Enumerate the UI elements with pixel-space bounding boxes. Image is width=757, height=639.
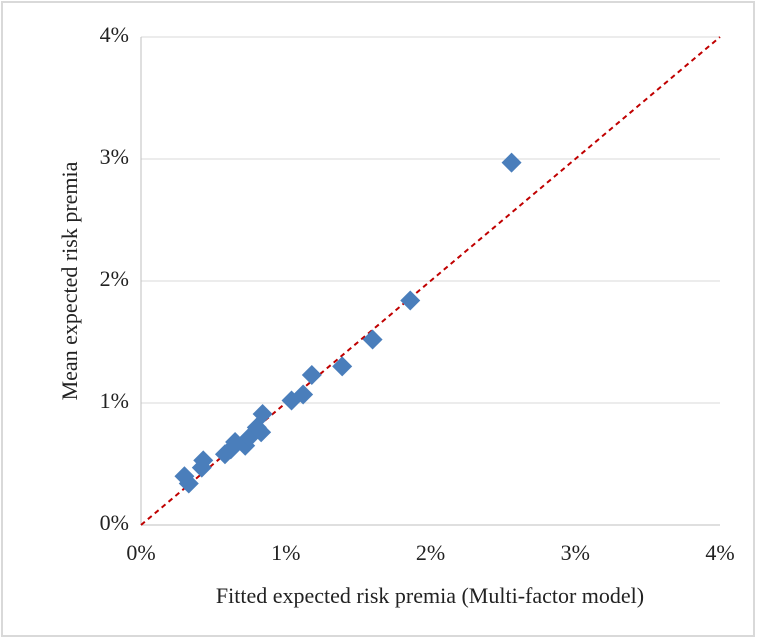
x-axis-label: Fitted expected risk premia (Multi-facto… <box>216 583 644 608</box>
scatter-point <box>293 384 314 405</box>
scatter-point <box>400 290 421 311</box>
scatter-point <box>362 329 383 350</box>
x-tick-label: 4% <box>705 540 734 565</box>
scatter-point <box>501 152 522 173</box>
scatter-point <box>178 473 199 494</box>
y-tick-label: 1% <box>100 388 129 413</box>
x-tick-label: 2% <box>416 540 445 565</box>
scatter-point <box>193 450 214 471</box>
x-tick-label: 3% <box>561 540 590 565</box>
scatter-point <box>252 403 273 424</box>
x-tick-label: 0% <box>126 540 155 565</box>
y-tick-label: 4% <box>100 22 129 47</box>
scatter-point <box>251 422 272 443</box>
scatter-point <box>301 364 322 385</box>
y-tick-label: 0% <box>100 510 129 535</box>
y-axis-label: Mean expected risk premia <box>57 161 82 400</box>
y-tick-label: 2% <box>100 266 129 291</box>
x-tick-label: 1% <box>271 540 300 565</box>
scatter-point <box>332 356 353 377</box>
y-tick-label: 3% <box>100 144 129 169</box>
